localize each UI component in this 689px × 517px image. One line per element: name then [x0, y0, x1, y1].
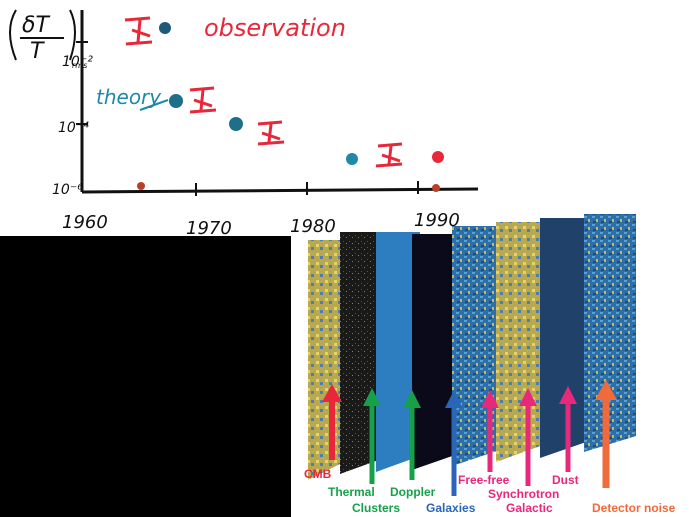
plot-panel-extension	[533, 0, 689, 216]
arrow-up-icon	[519, 388, 537, 486]
layer-cmb	[308, 240, 348, 480]
layer-doppler	[376, 232, 420, 472]
label-cmb: CMB	[304, 467, 332, 481]
arrow-up-icon	[481, 390, 499, 472]
y-tick-label: 10⁻⁶	[52, 182, 83, 198]
theory-point	[346, 153, 358, 165]
label-clusters: Clusters	[352, 501, 400, 515]
label-synchrotron: Synchrotron	[488, 487, 559, 501]
x-tick-label: 1990	[414, 210, 460, 231]
theory-arrow-icon	[139, 99, 169, 111]
layer-detector-noise	[584, 214, 636, 452]
layer-free-free	[452, 226, 500, 466]
layer-synchrotron	[496, 222, 546, 462]
component-arrows	[322, 380, 617, 496]
y-tick-label: 10⁻⁴	[58, 120, 89, 136]
observation-point	[137, 182, 145, 190]
label-doppler: Doppler	[390, 485, 436, 499]
arrow-up-icon	[322, 384, 342, 460]
plot: δT T rms 10⁻² 10⁻⁴ 10⁻⁶ 1960 1970 1980 1…	[9, 9, 479, 239]
y-axis-label: δT T rms	[9, 9, 87, 70]
x-axis	[81, 187, 479, 194]
component-layers	[308, 214, 636, 480]
arrow-up-icon	[363, 388, 381, 484]
observation-marker-icon	[124, 16, 153, 46]
observation-point	[432, 151, 444, 163]
svg-text:T: T	[30, 39, 45, 64]
arrow-up-icon	[595, 380, 617, 488]
svg-text:δT: δT	[22, 13, 50, 38]
svg-text:rms: rms	[72, 61, 87, 70]
y-tick-label: 10⁻²	[62, 54, 93, 70]
label-detector-noise: Detector noise	[592, 501, 676, 515]
plot-panel	[0, 0, 533, 236]
observation-point	[432, 184, 440, 192]
x-tick-label: 1960	[62, 212, 108, 233]
x-tick-label: 1980	[290, 216, 336, 237]
upper-limit-marker-icon	[257, 120, 285, 146]
x-tick-label: 1970	[186, 218, 232, 239]
label-thermal: Thermal	[328, 485, 375, 499]
layer-galaxies	[412, 234, 458, 470]
label-free-free: Free-free	[458, 473, 510, 487]
arrow-up-icon	[445, 390, 463, 496]
label-dust: Dust	[552, 473, 579, 487]
legend-observation: observation	[204, 14, 346, 42]
arrow-up-icon	[559, 386, 577, 472]
component-labels: CMB Thermal Clusters Doppler Galaxies Fr…	[304, 467, 676, 515]
label-galaxies: Galaxies	[426, 501, 476, 515]
theory-point	[159, 22, 171, 34]
upper-limit-marker-icon	[189, 86, 217, 114]
theory-point	[169, 94, 183, 108]
theory-point	[229, 117, 243, 131]
upper-limit-marker-icon	[375, 142, 403, 168]
layer-galactic-dust	[540, 218, 592, 458]
label-galactic: Galactic	[506, 501, 553, 515]
arrow-up-icon	[403, 390, 421, 480]
